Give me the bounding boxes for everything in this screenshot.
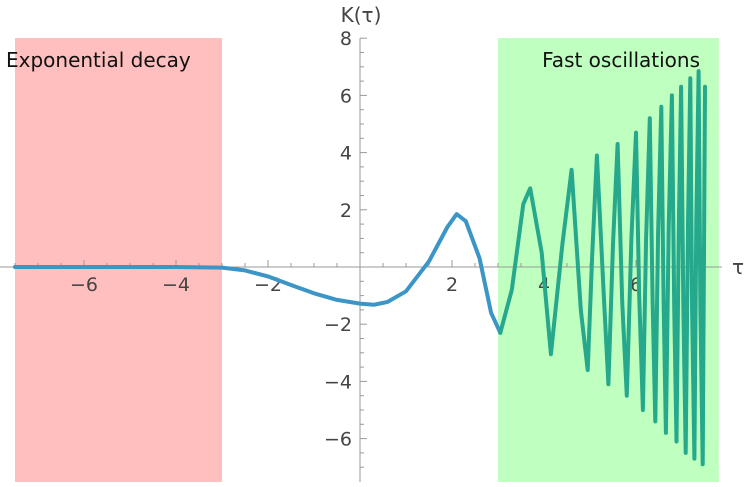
y-tick-label: 4 — [340, 143, 352, 165]
labels-layer: τ K(τ) Exponential decay Fast oscillatio… — [6, 3, 744, 279]
series-line-oscillation-part — [498, 69, 707, 467]
y-tick-label: −6 — [324, 429, 352, 451]
series-line-decay-part — [13, 212, 503, 335]
y-axis-title: K(τ) — [341, 3, 382, 27]
y-tick-label: −4 — [324, 371, 352, 393]
x-axis-title: τ — [732, 255, 744, 279]
region-label-fast-oscillations: Fast oscillations — [542, 48, 700, 72]
y-tick-label: 6 — [340, 85, 352, 107]
series-layer — [13, 69, 707, 467]
region-label-exponential-decay: Exponential decay — [6, 48, 191, 72]
y-tick-label: 2 — [340, 200, 352, 222]
region-exponential-decay — [15, 38, 222, 482]
x-tick-label: −4 — [162, 274, 190, 296]
y-tick-label: −2 — [324, 314, 352, 336]
x-tick-label: −6 — [70, 274, 98, 296]
x-tick-label: 2 — [446, 274, 458, 296]
y-tick-label: 8 — [340, 28, 352, 50]
